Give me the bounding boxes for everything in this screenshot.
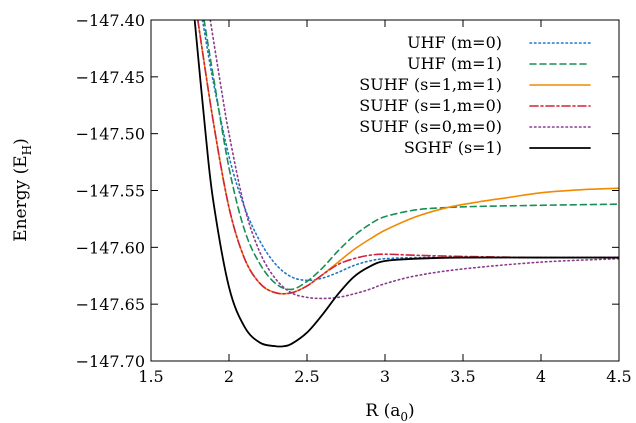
- x-tick-label: 2.5: [294, 367, 319, 386]
- legend-label-3: SUHF (s=1,m=1): [359, 75, 502, 94]
- y-tick-label: −147.55: [76, 182, 145, 201]
- y-tick-label: −147.45: [76, 68, 145, 87]
- x-tick-label: 4: [536, 367, 546, 386]
- axis-ticks: [150, 19, 620, 362]
- y-axis-title-tail: ): [11, 138, 31, 145]
- legend-label-6: SGHF (s=1): [404, 138, 502, 157]
- series-curves: [193, 20, 619, 348]
- legend: UHF (m=0) UHF (m=1) SUHF (s=1,m=1) SUHF (s=…: [359, 33, 591, 157]
- legend-label-1: UHF (m=0): [407, 33, 502, 52]
- axis-tick-labels: 1.5 2 2.5 3 3.5 4 4.5 −147.70 −147.65 −147.60 −147…: [76, 11, 632, 386]
- x-axis-title-sub: 0: [400, 410, 408, 423]
- x-axis-title-main: R (a: [365, 401, 400, 421]
- series-line-6: [193, 20, 619, 348]
- x-tick-label: 3: [380, 367, 390, 386]
- y-tick-label: −147.65: [76, 295, 145, 314]
- series-line-1: [201, 20, 619, 282]
- y-axis-title: Energy (EH): [11, 138, 34, 242]
- x-axis-title-tail: ): [408, 401, 415, 421]
- y-tick-label: −147.60: [76, 238, 145, 257]
- y-axis-title-sub: H: [20, 145, 34, 155]
- legend-label-5: SUHF (s=0,m=0): [359, 117, 502, 136]
- x-tick-label: 2: [224, 367, 234, 386]
- x-tick-label: 4.5: [606, 367, 631, 386]
- y-tick-label: −147.70: [76, 352, 145, 371]
- series-line-4: [197, 20, 619, 295]
- legend-label-4: SUHF (s=1,m=0): [359, 96, 502, 115]
- y-tick-label: −147.40: [76, 11, 145, 30]
- legend-label-2: UHF (m=1): [407, 54, 502, 73]
- y-axis-title-main: Energy (E: [11, 155, 31, 241]
- x-tick-label: 3.5: [450, 367, 475, 386]
- plot-frame: [150, 19, 620, 362]
- y-tick-label: −147.50: [76, 125, 145, 144]
- x-axis-title: R (a0): [365, 401, 414, 423]
- series-line-5: [209, 20, 619, 300]
- x-tick-label: 1.5: [138, 367, 163, 386]
